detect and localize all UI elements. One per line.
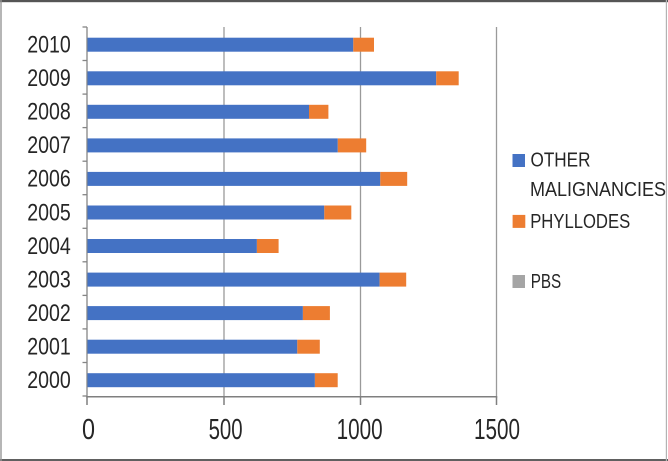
svg-text:2005: 2005 [27, 199, 71, 226]
svg-text:1000: 1000 [337, 414, 383, 446]
svg-text:2004: 2004 [27, 233, 71, 260]
svg-text:2000: 2000 [27, 367, 71, 394]
svg-text:2003: 2003 [27, 266, 71, 293]
svg-text:PBS: PBS [531, 271, 562, 293]
svg-text:1500: 1500 [474, 414, 520, 446]
svg-text:0: 0 [82, 414, 95, 446]
svg-text:2010: 2010 [27, 32, 71, 59]
svg-text:PHYLLODES: PHYLLODES [530, 211, 630, 233]
svg-text:2002: 2002 [27, 300, 71, 327]
svg-text:2008: 2008 [27, 99, 71, 126]
svg-text:2001: 2001 [27, 334, 71, 361]
svg-text:500: 500 [209, 414, 243, 446]
svg-text:2009: 2009 [27, 65, 71, 92]
svg-text:MALIGNANCIES: MALIGNANCIES [530, 179, 666, 201]
svg-text:2006: 2006 [27, 166, 71, 193]
svg-text:2007: 2007 [27, 132, 71, 159]
svg-text:OTHER: OTHER [531, 150, 591, 172]
